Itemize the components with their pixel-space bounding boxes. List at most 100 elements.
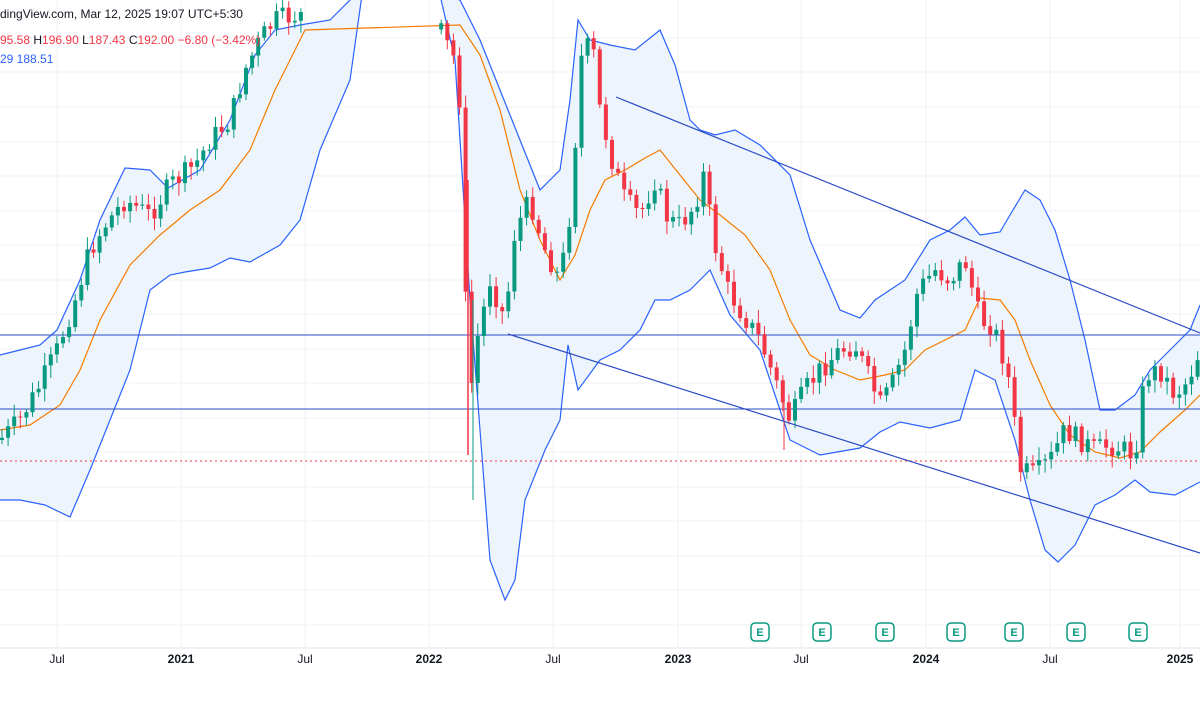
candle-body: [1110, 447, 1115, 456]
x-tick-label: Jul: [49, 652, 64, 666]
candle-body: [506, 291, 511, 312]
candle-body: [829, 359, 834, 376]
candle-body: [1195, 360, 1200, 377]
candle-body: [933, 270, 938, 276]
candle-body: [768, 354, 773, 368]
candle-body: [921, 278, 926, 294]
candle-body: [1000, 329, 1005, 364]
candle-body: [231, 98, 236, 130]
upper-trendline: [615, 96, 1200, 334]
candle-body: [219, 126, 224, 132]
candle-body: [805, 378, 810, 387]
trendlines[interactable]: [507, 96, 1200, 554]
candle-body: [61, 337, 65, 344]
upper-band-line: [0, 0, 1200, 411]
candle-body: [457, 55, 462, 108]
candle-body: [719, 253, 724, 272]
ohlc-close: 192.00: [137, 33, 175, 47]
candle-body: [451, 40, 456, 56]
candle-body: [1128, 441, 1133, 459]
candle-body: [140, 204, 145, 206]
earnings-marker-label: E: [881, 627, 888, 639]
candle-body: [780, 380, 785, 403]
candle-body: [237, 94, 242, 99]
candle-body: [1073, 426, 1078, 442]
candle-body: [1104, 439, 1109, 448]
candle-body: [1152, 366, 1157, 381]
x-tick-label: 2022: [416, 652, 443, 666]
earnings-marker[interactable]: E: [875, 622, 895, 642]
candle-body: [799, 386, 804, 400]
candle-body: [1006, 363, 1011, 378]
x-tick-label: Jul: [545, 652, 560, 666]
candle-body: [982, 301, 987, 327]
candle-body: [42, 365, 47, 389]
earnings-marker[interactable]: E: [750, 622, 770, 642]
earnings-marker-box: [1128, 622, 1148, 642]
earnings-marker-box: [812, 622, 832, 642]
candle-body: [1067, 425, 1072, 442]
candle-body: [786, 402, 791, 421]
candle-body: [744, 318, 749, 328]
earnings-marker-box: [750, 622, 770, 642]
candle-body: [12, 416, 17, 427]
candle-body: [945, 280, 950, 284]
candle-body: [689, 211, 694, 225]
earnings-marker[interactable]: E: [1066, 622, 1086, 642]
candle-body: [274, 11, 279, 29]
candle-body: [957, 262, 962, 281]
earnings-marker-label: E: [952, 627, 959, 639]
candle-body: [1085, 439, 1090, 453]
candle-body: [488, 286, 492, 307]
candle-body: [36, 388, 41, 393]
candle-body: [963, 262, 968, 269]
chart-source-line: dingView.com, Mar 12, 2025 19:07 UTC+5:3…: [0, 7, 243, 21]
candle-body: [463, 107, 468, 292]
candle-body: [85, 249, 90, 286]
earnings-marker[interactable]: E: [946, 622, 966, 642]
candle-body: [1159, 366, 1163, 382]
candle-body: [695, 206, 700, 212]
earnings-marker[interactable]: E: [1128, 622, 1148, 642]
candle-body: [579, 55, 584, 148]
candle-body: [500, 307, 505, 312]
candle-body: [189, 162, 194, 167]
earnings-marker-box: [1004, 622, 1024, 642]
earnings-marker[interactable]: E: [812, 622, 832, 642]
candle-body: [225, 129, 230, 132]
candle-body: [860, 351, 865, 356]
candle-body: [536, 219, 541, 234]
candle-body: [1116, 451, 1121, 456]
lower-trendline: [507, 333, 1200, 554]
candle-body: [713, 204, 718, 254]
candle-body: [585, 38, 590, 56]
candlesticks: [0, 0, 1200, 500]
earnings-marker[interactable]: E: [1004, 622, 1024, 642]
x-tick-label: 2024: [913, 652, 940, 666]
candle-body: [134, 202, 139, 206]
candle-body: [701, 171, 706, 207]
candle-body: [122, 206, 126, 212]
basis-line: [0, 24, 1200, 459]
candle-body: [244, 67, 248, 95]
candle-body: [524, 196, 529, 218]
candle-body: [1061, 425, 1066, 444]
candle-body: [622, 172, 627, 190]
candle-body: [475, 336, 480, 383]
candle-body: [683, 217, 688, 225]
candle-body: [640, 207, 645, 209]
candle-body: [969, 268, 974, 288]
candle-body: [610, 139, 614, 169]
candle-body: [951, 280, 956, 284]
candle-body: [634, 194, 639, 208]
earnings-marker-label: E: [1010, 627, 1017, 639]
candle-body: [0, 437, 4, 440]
candle-body: [939, 270, 944, 281]
candle-body: [732, 281, 736, 306]
candle-body: [738, 305, 743, 319]
ohlc-low: 187.43: [88, 33, 126, 47]
earnings-marker-box: [946, 622, 966, 642]
horizontal-levels: [0, 334, 1200, 462]
